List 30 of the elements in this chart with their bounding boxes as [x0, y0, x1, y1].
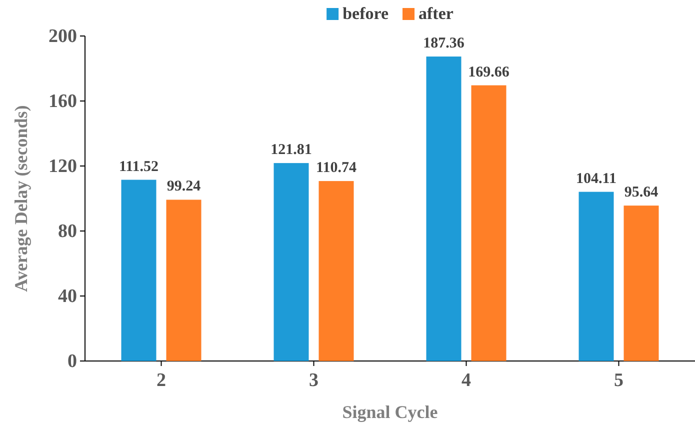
y-axis-title: Average Delay (seconds) — [11, 105, 31, 292]
data-label: 110.74 — [316, 160, 357, 176]
y-tick-label: 160 — [48, 91, 77, 112]
y-tick-label: 40 — [58, 286, 77, 308]
legend-label: before — [342, 4, 389, 23]
bar — [274, 163, 309, 361]
bar — [426, 56, 462, 361]
data-label: 111.52 — [118, 158, 159, 175]
y-tick-label: 200 — [48, 26, 77, 48]
data-label: 104.11 — [576, 170, 616, 187]
y-tick-label: 120 — [48, 156, 77, 178]
bar — [578, 192, 614, 361]
bar — [624, 206, 659, 361]
bar — [166, 200, 202, 361]
legend-label: after — [418, 4, 454, 23]
data-label: 169.66 — [468, 64, 510, 80]
y-tick-label: 80 — [58, 221, 77, 242]
bar — [318, 181, 354, 361]
data-label: 187.36 — [423, 36, 465, 52]
x-tick-label: 5 — [614, 370, 624, 392]
data-label: 121.81 — [270, 142, 312, 158]
data-label: 95.64 — [624, 184, 659, 201]
y-tick-label: 0 — [68, 351, 77, 372]
bar — [471, 85, 506, 361]
x-tick-label: 4 — [462, 370, 472, 392]
data-label: 99.24 — [166, 178, 202, 195]
bar — [121, 180, 156, 361]
x-axis-title: Signal Cycle — [342, 402, 438, 422]
x-tick-label: 3 — [309, 370, 318, 392]
x-tick-label: 2 — [156, 370, 166, 392]
